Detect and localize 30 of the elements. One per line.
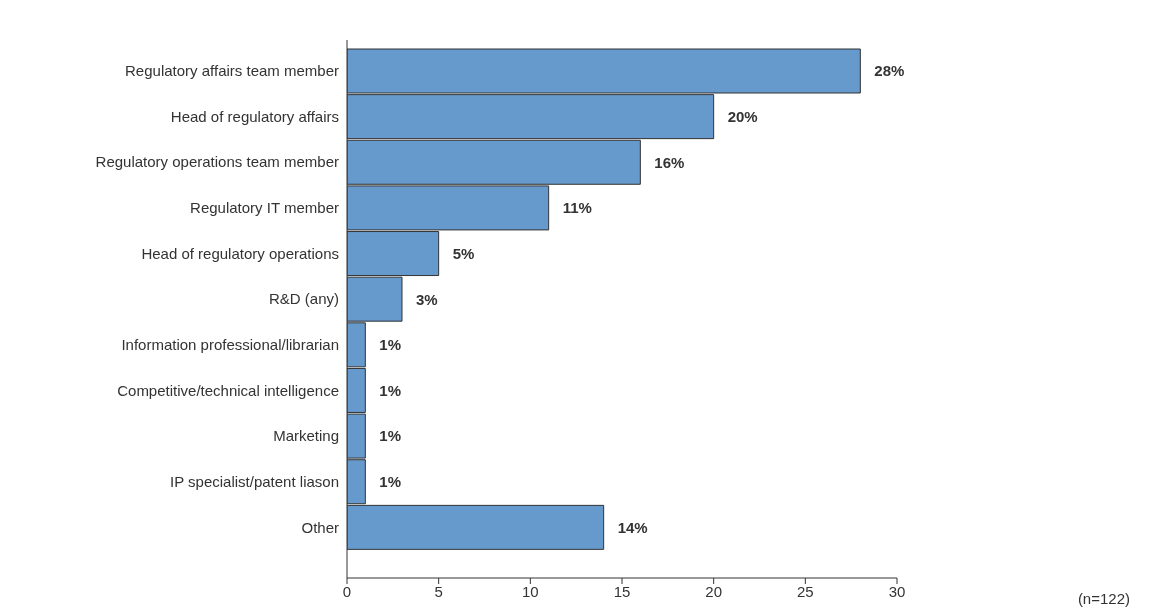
x-tick-label: 20 (705, 582, 723, 600)
data-label: 5% (452, 244, 475, 262)
x-tick-label: 15 (613, 582, 631, 600)
y-tick-label: Competitive/technical intelligence (117, 381, 339, 399)
data-label: 16% (654, 153, 685, 171)
data-label: 1% (379, 381, 402, 399)
data-label: 20% (727, 107, 758, 125)
x-tick-label: 30 (888, 582, 906, 600)
data-label: 28% (874, 62, 905, 80)
y-tick-label: Regulatory affairs team member (125, 62, 339, 80)
data-label: 3% (416, 290, 438, 308)
y-tick-label: Regulatory IT member (190, 199, 339, 217)
x-tick-label: 5 (434, 582, 443, 600)
data-label: 1% (379, 427, 402, 445)
y-tick-label: Regulatory operations team member (95, 153, 339, 171)
x-tick-label: 25 (796, 582, 814, 600)
data-label: 1% (379, 336, 402, 354)
y-tick-label: Head of regulatory operations (141, 244, 339, 262)
data-label: 1% (379, 473, 402, 491)
y-tick-label: IP specialist/patent liason (170, 472, 339, 490)
y-tick-label: R&D (any) (268, 290, 339, 308)
data-label: 11% (562, 199, 592, 217)
y-tick-label: Information professional/librarian (121, 335, 339, 353)
x-tick-label: 10 (521, 582, 539, 600)
y-tick-label: Other (301, 518, 339, 536)
data-label: 14% (617, 518, 648, 536)
y-tick-label: Head of regulatory affairs (170, 107, 339, 125)
x-tick-label: 0 (342, 582, 352, 600)
y-tick-label: Marketing (273, 427, 339, 445)
text: (n=122) (1077, 590, 1130, 607)
